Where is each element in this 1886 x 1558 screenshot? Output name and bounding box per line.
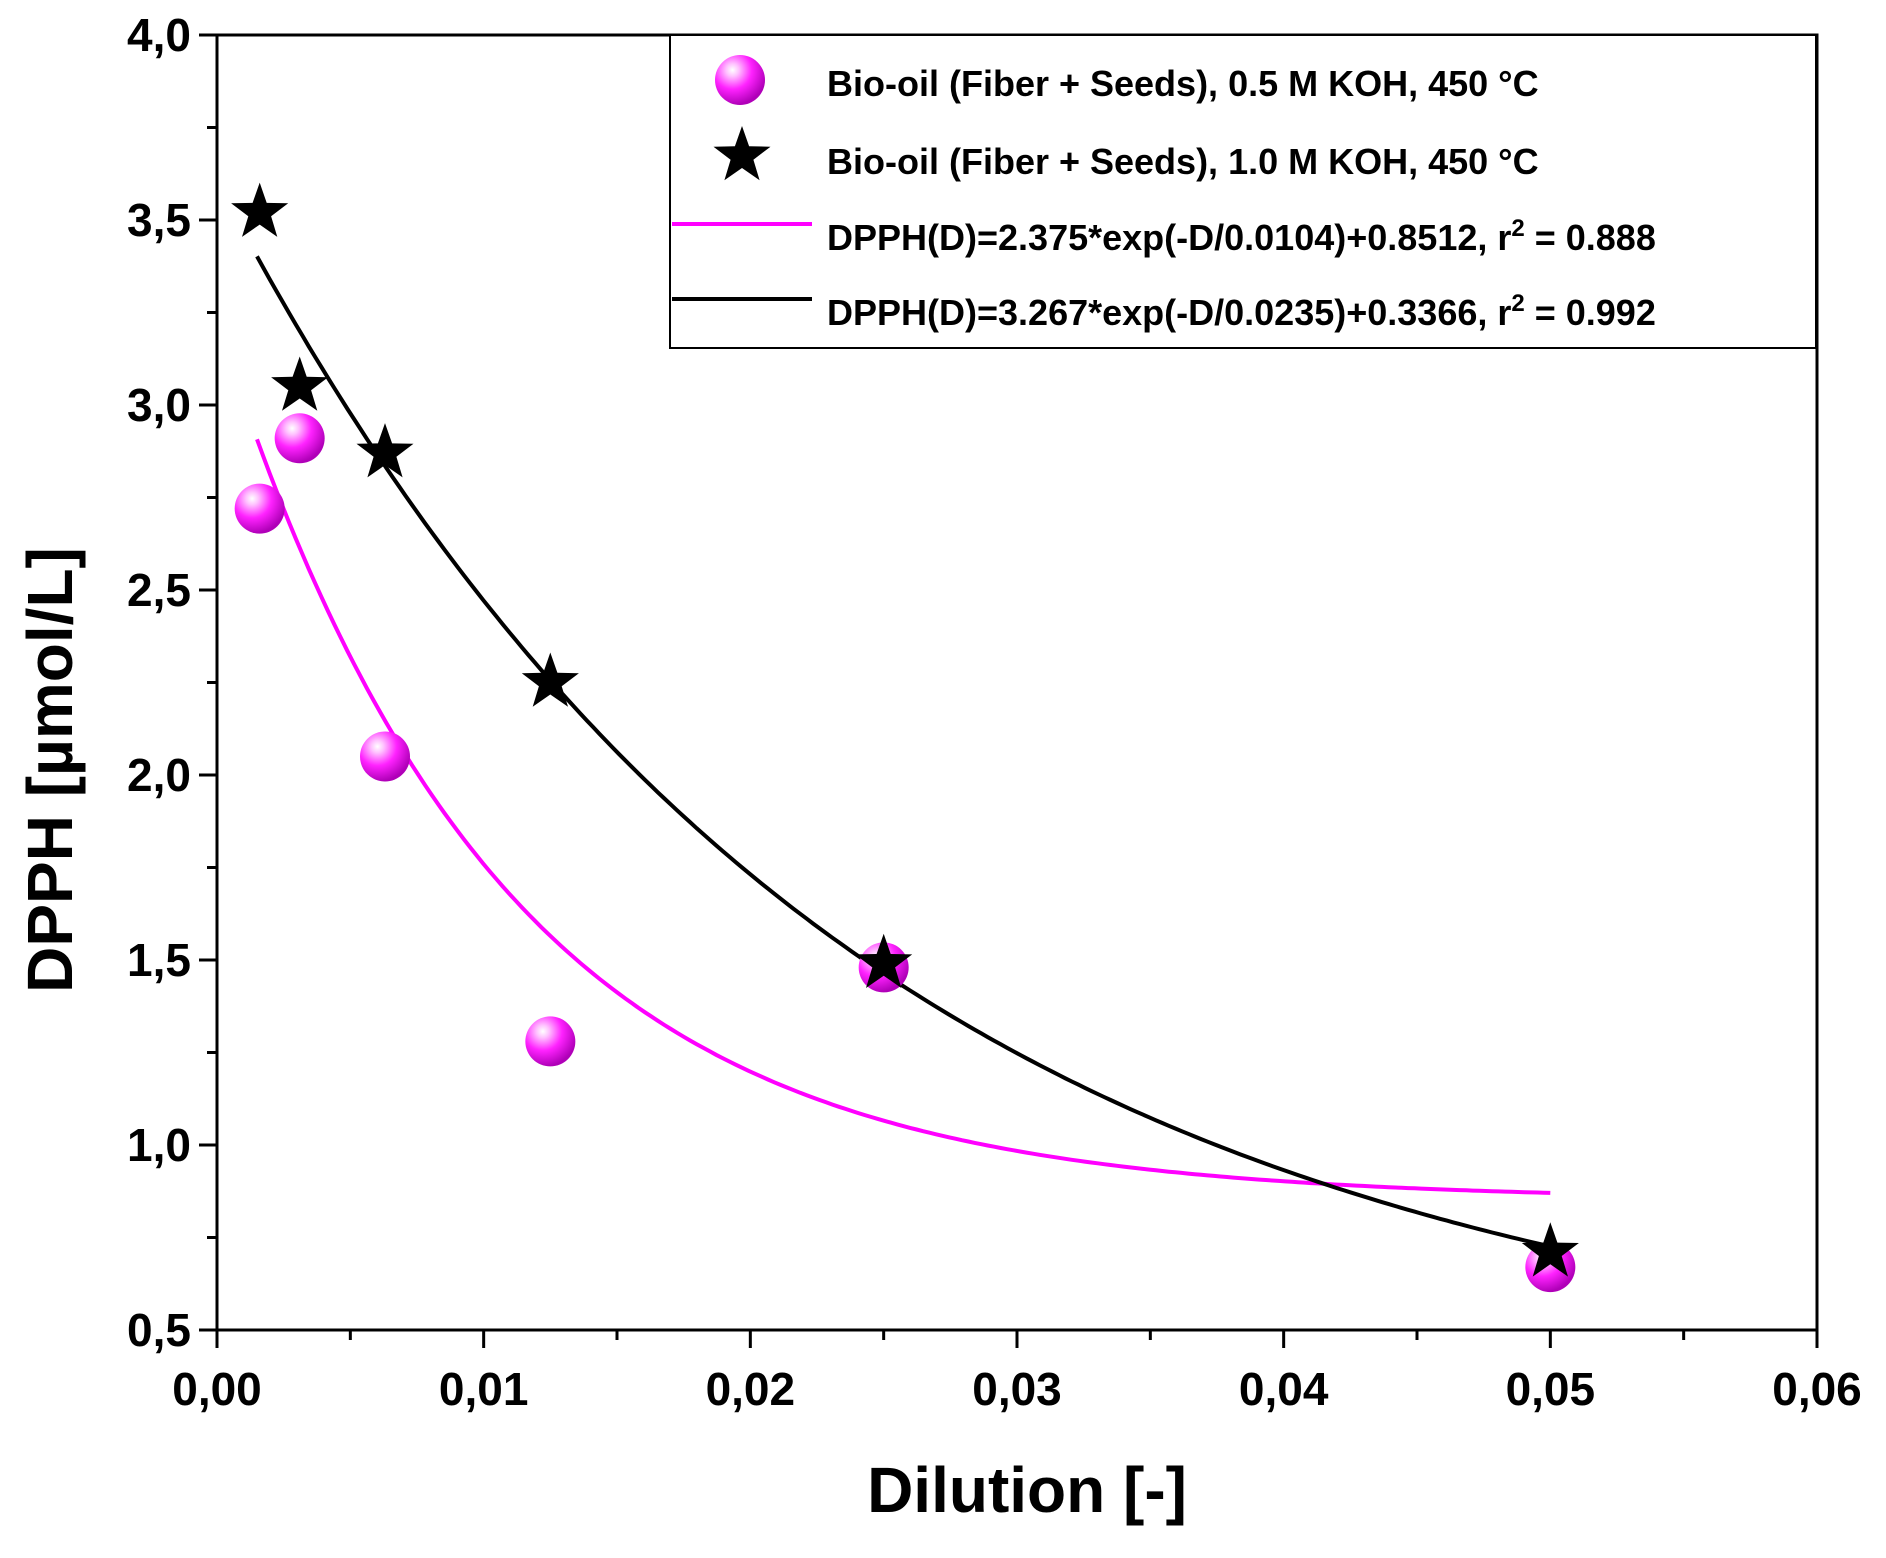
x-tick-label: 0,03 xyxy=(972,1363,1062,1415)
data-point-series-1 xyxy=(234,483,285,534)
legend-label-series-2: Bio-oil (Fiber + Seeds), 1.0 M KOH, 450 … xyxy=(827,141,1539,182)
data-point-series-1 xyxy=(360,731,410,782)
y-tick-label: 0,5 xyxy=(127,1304,191,1356)
x-tick-label: 0,04 xyxy=(1239,1363,1329,1415)
legend-box xyxy=(669,34,1817,349)
data-point-series-2 xyxy=(271,356,329,411)
x-tick-label: 0,05 xyxy=(1506,1363,1596,1415)
x-tick-label: 0,01 xyxy=(439,1363,529,1415)
legend-label-series-1: Bio-oil (Fiber + Seeds), 0.5 M KOH, 450 … xyxy=(827,63,1539,104)
y-tick-label: 3,0 xyxy=(127,379,191,431)
fit-line-1 xyxy=(255,438,1551,1195)
x-tick-label: 0,02 xyxy=(706,1363,796,1415)
data-markers xyxy=(231,182,1579,1293)
x-axis-title: Dilution [-] xyxy=(867,1454,1187,1526)
data-point-series-2 xyxy=(356,423,414,478)
axes: 0,00 0,01 0,02 0,03 0,04 0,05 0,06 0,5 1,0 1,5 2,0… xyxy=(127,9,1862,1415)
y-tick-label: 3,5 xyxy=(127,194,191,246)
data-point-series-2 xyxy=(1521,1222,1579,1277)
data-point-series-2 xyxy=(231,182,289,237)
y-axis-title: DPPH [µmol/L] xyxy=(14,547,86,993)
legend-sphere-marker xyxy=(715,55,765,105)
data-point-series-1 xyxy=(525,1016,576,1067)
y-tick-label: 4,0 xyxy=(127,9,191,61)
y-tick-label: 2,5 xyxy=(127,564,191,616)
y-tick-label: 1,5 xyxy=(127,934,191,986)
x-tick-label: 0,00 xyxy=(172,1363,262,1415)
legend: Bio-oil (Fiber + Seeds), 0.5 M KOH, 450 … xyxy=(669,34,1817,349)
legend-label-fit-1: DPPH(D)=2.375*exp(-D/0.0104)+0.8512, r2 … xyxy=(827,215,1656,258)
y-tick-label: 2,0 xyxy=(127,749,191,801)
fit-line-2 xyxy=(255,255,1551,1249)
data-point-series-2 xyxy=(521,652,579,707)
legend-label-fit-2: DPPH(D)=3.267*exp(-D/0.0235)+0.3366, r2 … xyxy=(827,290,1656,333)
data-point-series-2 xyxy=(855,933,913,988)
legend-star-marker xyxy=(713,126,771,181)
y-tick-label: 1,0 xyxy=(127,1119,191,1171)
data-point-series-1 xyxy=(274,413,325,464)
fit-curves xyxy=(255,255,1551,1249)
x-tick-label: 0,06 xyxy=(1772,1363,1862,1415)
